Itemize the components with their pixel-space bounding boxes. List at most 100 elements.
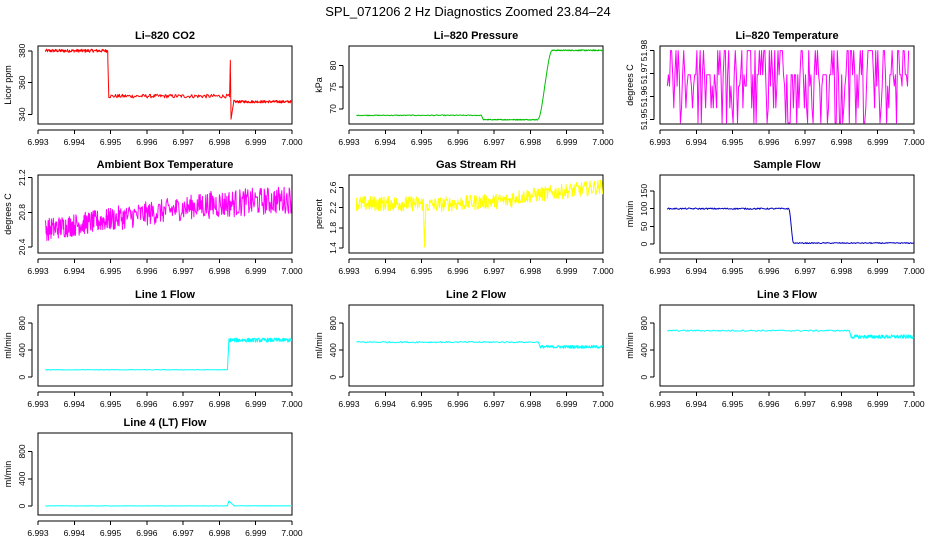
series-line-pressure [356,49,603,121]
series-line-line3 [667,329,914,340]
x-tick-label: 6.997 [484,266,506,276]
panel-title: Gas Stream RH [436,159,516,171]
x-tick-label: 6.993 [649,266,671,276]
x-tick-label: 6.998 [520,137,542,147]
y-tick-label: 0 [639,242,649,247]
panel-line1: Line 1 Flow 6.993 6.994 6.995 6.996 6.997 6.99… [3,289,303,409]
y-axis-label: ml/min [314,332,324,359]
x-tick-label: 6.994 [686,399,708,409]
x-tick-label: 6.994 [375,137,397,147]
x-tick-label: 6.994 [64,266,86,276]
x-tick-label: 6.997 [173,137,195,147]
x-tick-label: 6.999 [245,399,267,409]
x-tick-label: 6.993 [27,528,49,538]
y-tick-label: 51.98 [639,40,649,62]
x-tick-label: 6.996 [447,266,469,276]
panel-sample: Sample Flow 6.993 6.994 6.995 6.996 6.997 6.99… [625,159,925,276]
y-tick-label: 75 [328,82,338,92]
y-tick-label: 800 [17,444,27,458]
panel-pressure: Li–820 Pressure 6.993 6.994 6.995 6.996 6.997… [314,30,614,147]
x-tick-label: 6.996 [758,266,780,276]
x-tick-label: 7.000 [592,266,614,276]
plot-frame [659,174,915,254]
x-tick-label: 6.999 [245,528,267,538]
y-tick-label: 0 [639,375,649,380]
y-axis-label: ml/min [625,201,635,228]
x-tick-label: 6.996 [758,137,780,147]
x-tick-label: 6.995 [100,266,122,276]
panel-co2: Li–820 CO2 6.993 6.994 6.995 6.996 6.997 6.998… [3,30,303,147]
x-tick-label: 6.998 [209,528,231,538]
x-tick-label: 6.994 [64,137,86,147]
y-tick-label: 51.97 [639,63,649,85]
x-tick-label: 7.000 [592,137,614,147]
x-tick-label: 7.000 [903,266,925,276]
x-tick-label: 6.996 [447,137,469,147]
series-line-temperature [666,50,910,124]
y-tick-label: 360 [17,75,27,89]
x-tick-label: 6.996 [447,399,469,409]
plot-frame [348,304,604,387]
x-tick-label: 6.997 [173,528,195,538]
x-tick-label: 6.999 [245,266,267,276]
panel-line2: Line 2 Flow 6.993 6.994 6.995 6.996 6.997 6.99… [314,289,614,409]
x-tick-label: 6.995 [100,399,122,409]
x-tick-label: 6.998 [209,266,231,276]
y-axis-label: percent [314,198,324,229]
y-tick-label: 51.95 [639,109,649,131]
x-tick-label: 6.993 [649,137,671,147]
x-tick-label: 6.994 [375,266,397,276]
panel-title: Line 4 (LT) Flow [124,417,207,429]
x-tick-label: 6.998 [831,137,853,147]
y-tick-label: 50 [639,221,649,231]
panel-title: Sample Flow [753,159,821,171]
y-tick-label: 80 [328,61,338,71]
plot-frame [659,304,915,387]
x-tick-label: 6.998 [831,399,853,409]
panel-rh: Gas Stream RH 6.993 6.994 6.995 6.996 6.997 6.… [314,159,614,276]
x-tick-label: 6.994 [686,137,708,147]
panel-title: Li–820 Pressure [434,30,518,42]
x-tick-label: 6.996 [136,399,158,409]
plot-frame [37,45,293,125]
y-tick-label: 100 [639,201,649,215]
x-tick-label: 6.995 [411,399,433,409]
x-tick-label: 6.998 [520,399,542,409]
series-line-line2 [356,341,603,349]
x-tick-label: 6.997 [173,399,195,409]
y-axis-label: ml/min [3,332,13,359]
panel-ambient: Ambient Box Temperature 6.993 6.994 6.995 6.… [3,159,303,276]
plot-frame [348,174,604,254]
y-axis-label: kPa [314,77,324,93]
x-tick-label: 6.994 [686,266,708,276]
x-tick-label: 7.000 [903,399,925,409]
panel-title: Li–820 Temperature [735,30,838,42]
y-tick-label: 340 [17,107,27,121]
x-tick-label: 6.995 [411,137,433,147]
x-tick-label: 6.997 [795,266,817,276]
x-tick-label: 6.996 [136,266,158,276]
x-tick-label: 6.997 [484,137,506,147]
y-tick-label: 21.2 [17,169,27,186]
panel-temperature: Li–820 Temperature 6.993 6.994 6.995 6.996 6.… [625,30,925,147]
plot-frame [37,304,293,387]
y-tick-label: 800 [328,316,338,330]
y-tick-label: 1.8 [328,222,338,234]
series-line-line4 [45,500,292,507]
y-axis-label: Licor ppm [3,65,13,105]
plot-frame [37,174,293,254]
y-tick-label: 20.4 [17,238,27,255]
x-tick-label: 6.995 [722,137,744,147]
series-line-co2 [44,48,292,120]
panel-title: Li–820 CO2 [135,30,195,42]
x-tick-label: 6.999 [867,399,889,409]
series-line-line1 [45,337,292,371]
x-tick-label: 6.993 [338,266,360,276]
y-tick-label: 0 [17,503,27,508]
x-tick-label: 6.995 [722,399,744,409]
panel-line3: Line 3 Flow 6.993 6.994 6.995 6.996 6.997 6.99… [625,289,925,409]
x-tick-label: 6.993 [338,137,360,147]
y-tick-label: 1.4 [328,242,338,254]
x-tick-label: 6.998 [831,266,853,276]
